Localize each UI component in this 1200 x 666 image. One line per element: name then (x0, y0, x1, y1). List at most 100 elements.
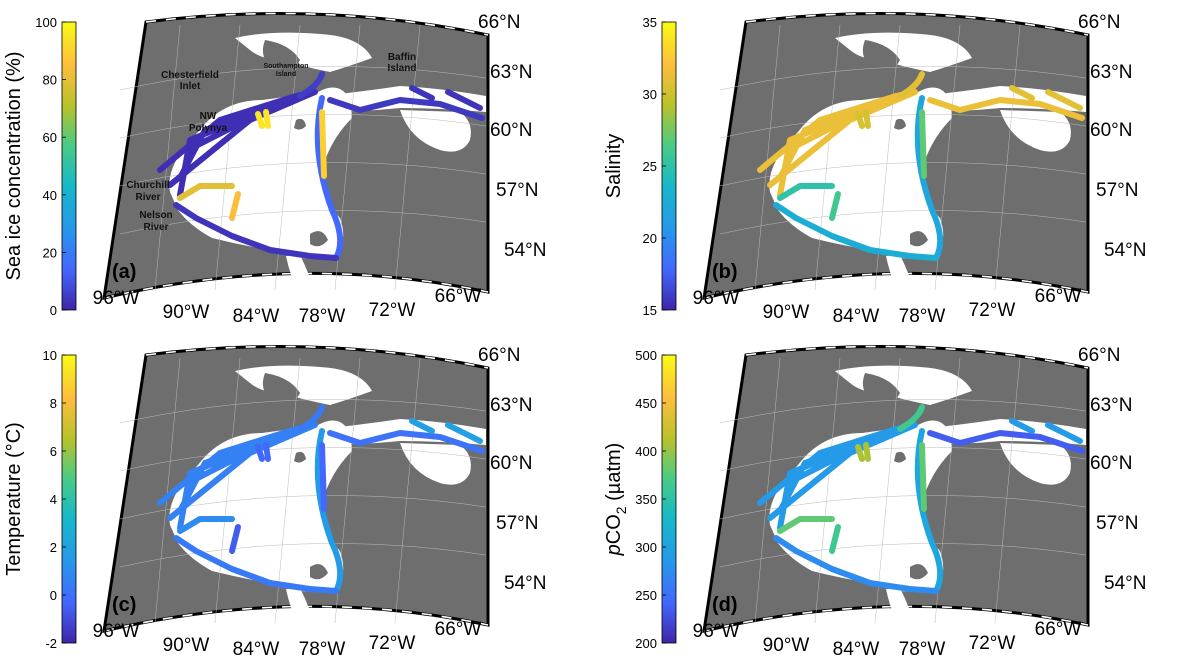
baffin-coast (970, 57, 1086, 88)
panel-label: (c) (112, 594, 136, 616)
track-west-lines (157, 89, 318, 198)
lon-label: 84°W (233, 306, 280, 327)
colorbar-tick-label: 0 (50, 588, 57, 603)
track-hudson-strait (927, 430, 1085, 454)
lon-label: 72°W (369, 300, 416, 321)
track-center-s (229, 191, 241, 221)
track-north-arc (297, 71, 325, 99)
colorbar-tick-label: 4 (50, 492, 57, 507)
track-center-n (319, 442, 327, 512)
ship-tracks (157, 404, 485, 594)
lat-label: 66°N (1078, 345, 1120, 366)
lon-label: 78°W (299, 306, 346, 327)
colorbar-tick-label: 400 (635, 444, 657, 459)
colorbar-tick-label: 2 (50, 540, 57, 555)
colorbar-tick-label: 30 (643, 87, 657, 102)
colorbar-tick-label: 35 (643, 15, 657, 30)
colorbar-title: Sea ice concentration (%) (3, 51, 25, 280)
track-north-arc (897, 404, 925, 432)
lat-label: 63°N (490, 62, 532, 83)
panel-label: (b) (712, 261, 738, 283)
track-south-coast (773, 202, 939, 261)
lon-label: 96°W (93, 288, 140, 309)
map: 66°N 63°N 60°N 57°N 54°N 96°W 90°W 84°W 78°W 72°W… (693, 12, 1147, 327)
colorbar-title: pCO2 (µatm) (603, 443, 629, 557)
track-center-s (829, 524, 841, 554)
colorbar-tick-label: 100 (35, 15, 57, 30)
place-name-label: River (143, 222, 168, 233)
panel-a: 100 80 60 40 20 0 Sea ice concentration (%) 66°… (3, 12, 546, 327)
panel-label: (d) (712, 594, 738, 616)
track-nw-patch (255, 109, 271, 129)
lon-label: 84°W (833, 306, 880, 327)
lon-label: 78°W (299, 639, 346, 660)
colorbar-tick-label: 80 (43, 73, 57, 88)
ship-tracks (757, 71, 1085, 261)
place-name-label: River (135, 192, 160, 203)
colorbar-tick-label: 40 (43, 188, 57, 203)
belcher-islands (910, 564, 928, 580)
james-bay (886, 255, 916, 296)
map: 66°N 63°N 60°N 57°N 54°N 96°W 90°W 84°W 78°W 72°W… (693, 345, 1147, 660)
southampton-island (262, 40, 300, 72)
map: 66°N 63°N 60°N 57°N 54°N 96°W 90°W 84°W 78°W 72°W… (93, 12, 547, 327)
lon-label: 72°W (969, 300, 1016, 321)
lat-label: 57°N (1096, 180, 1138, 201)
lon-label: 84°W (233, 639, 280, 660)
mansel-island (294, 118, 306, 130)
panel-c: 10 8 6 4 2 0 -2 Temperature (°C) 66°N 63°N 60°N 57°… (3, 345, 546, 660)
track-center-n (919, 109, 927, 179)
track-east-coast (314, 95, 344, 261)
colorbar-tick-label: 200 (635, 636, 657, 651)
place-name-label: Chesterfield (161, 70, 219, 81)
colorbar-tick-label: 6 (50, 444, 57, 459)
lat-label: 57°N (1096, 513, 1138, 534)
lon-label: 90°W (163, 302, 210, 323)
ship-tracks (157, 71, 485, 261)
track-south-coast (173, 202, 339, 261)
lon-label: 66°W (1035, 619, 1082, 640)
track-west-lines (757, 89, 918, 198)
colorbar-tick-label: 20 (43, 245, 57, 260)
place-name-label: Island (388, 63, 417, 74)
mansel-island (894, 118, 906, 130)
lat-label: 60°N (490, 120, 532, 141)
lon-label: 66°W (1035, 286, 1082, 307)
colorbar-tick-label: 500 (635, 348, 657, 363)
place-name-label: Nelson (139, 210, 172, 221)
baffin-coast (370, 57, 486, 88)
map: 66°N 63°N 60°N 57°N 54°N 96°W 90°W 84°W 78°W 72°W… (93, 345, 547, 660)
track-nw-patch (855, 442, 871, 462)
colorbar-tick-label: 10 (43, 348, 57, 363)
graticule (719, 24, 1087, 291)
colorbar-tick-label: 60 (43, 130, 57, 145)
colorbar-tick-label: 350 (635, 492, 657, 507)
colorbar-tick-label: 8 (50, 396, 57, 411)
southampton-island (862, 40, 900, 72)
colorbar-tick-label: 300 (635, 540, 657, 555)
lat-label: 66°N (478, 345, 520, 366)
track-north-arc (297, 404, 325, 432)
ungava-bay (400, 443, 471, 485)
lon-label: 96°W (693, 288, 740, 309)
frame-ticks (145, 12, 489, 36)
place-name-label: Southampton (263, 63, 308, 70)
colorbar-tick-label: -2 (45, 636, 57, 651)
lon-label: 90°W (763, 635, 810, 656)
track-churchill-spur (177, 516, 235, 534)
ship-tracks (757, 404, 1085, 594)
james-bay (286, 255, 316, 296)
frame-ticks (145, 345, 489, 369)
lon-label: 90°W (163, 635, 210, 656)
lat-label: 54°N (504, 240, 546, 261)
belcher-islands (310, 231, 328, 247)
track-center-n (319, 109, 327, 179)
colorbar-tick-label: 20 (643, 231, 657, 246)
southampton-island (862, 373, 900, 405)
track-baffin (1009, 85, 1083, 111)
track-west-lines (757, 422, 918, 531)
lon-label: 78°W (899, 639, 946, 660)
frame-ticks (745, 345, 1089, 369)
